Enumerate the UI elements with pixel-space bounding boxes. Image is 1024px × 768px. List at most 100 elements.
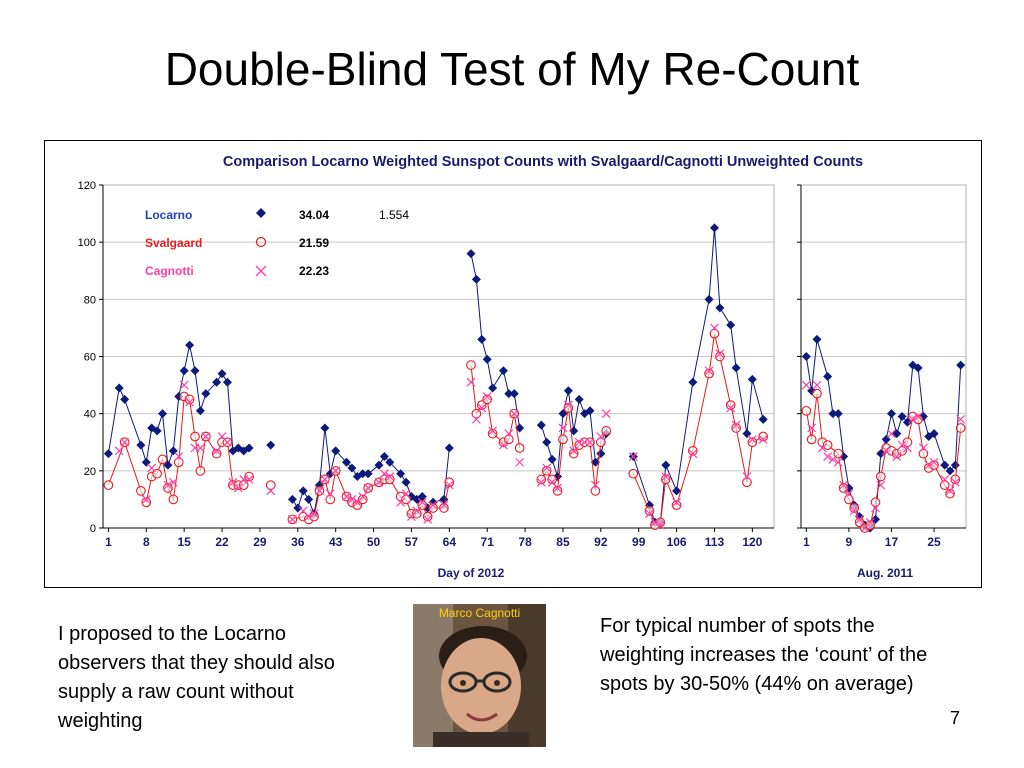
point-svalgaard-2-12 (870, 497, 881, 508)
point-locarno-2-16 (892, 429, 902, 439)
point-cagnotti-1-73 (688, 449, 698, 459)
point-locarno-1-52 (477, 334, 487, 344)
point-cagnotti-2-9 (849, 506, 859, 516)
point-locarno-1-24 (287, 494, 297, 504)
point-svalgaard-1-13 (195, 465, 206, 476)
point-svalgaard-1-59 (547, 474, 557, 485)
point-cagnotti-1-70 (655, 520, 665, 530)
x-tick-label-1-2: 15 (177, 535, 191, 549)
point-locarno-2-27 (956, 360, 966, 370)
x-tick-label-1-7: 50 (367, 535, 381, 549)
x-tick-label-1-8: 57 (405, 535, 419, 549)
point-locarno-1-70 (596, 449, 606, 459)
x-tick-label-1-0: 1 (105, 535, 112, 549)
point-locarno-1-36 (358, 469, 368, 479)
point-locarno-1-32 (331, 446, 341, 456)
point-locarno-1-38 (374, 460, 384, 470)
point-svalgaard-1-67 (590, 485, 601, 496)
point-cagnotti-2-25 (940, 474, 950, 484)
point-cagnotti-1-78 (731, 420, 741, 430)
point-cagnotti-2-16 (887, 429, 896, 439)
point-cagnotti-1-59 (563, 400, 573, 410)
point-locarno-1-6 (152, 426, 162, 436)
point-locarno-1-22 (244, 443, 254, 453)
legend-label-locarno: Locarno (145, 208, 192, 222)
point-locarno-1-60 (542, 437, 552, 447)
point-locarno-1-85 (747, 374, 757, 384)
portrait-photo: Marco Cagnotti (413, 604, 546, 747)
point-cagnotti-1-63 (585, 437, 595, 447)
point-cagnotti-1-75 (710, 323, 719, 333)
point-cagnotti-1-27 (331, 466, 341, 476)
point-cagnotti-1-8 (185, 397, 195, 407)
point-svalgaard-1-61 (558, 434, 568, 445)
point-cagnotti-1-24 (315, 486, 324, 496)
point-cagnotti-2-8 (844, 489, 854, 499)
legend: Locarno 34.04 1.554 Svalgaard 21.59 Cagn… (145, 208, 409, 278)
point-svalgaard-1-45 (428, 503, 438, 513)
point-locarno-1-16 (212, 377, 222, 387)
point-locarno-1-23 (266, 440, 276, 450)
slide-title: Double-Blind Test of My Re-Count (164, 43, 860, 95)
x-tick-label-1-14: 99 (632, 535, 646, 549)
point-cagnotti-1-29 (347, 494, 357, 504)
point-cagnotti-1-64 (591, 480, 600, 490)
point-svalgaard-1-15 (211, 448, 222, 459)
point-svalgaard-1-79 (715, 351, 725, 362)
right-caption-text: For typical number of spots the weightin… (600, 615, 928, 695)
point-svalgaard-1-83 (747, 437, 758, 448)
point-locarno-1-50 (466, 249, 476, 259)
point-svalgaard-1-47 (444, 477, 455, 488)
point-locarno-1-81 (715, 303, 725, 313)
point-cagnotti-1-10 (195, 443, 205, 453)
point-cagnotti-1-50 (499, 440, 508, 450)
point-cagnotti-2-19 (903, 443, 912, 453)
point-cagnotti-1-68 (645, 509, 654, 519)
point-locarno-1-25 (293, 503, 303, 513)
point-svalgaard-1-12 (190, 431, 200, 442)
point-cagnotti-2-4 (823, 452, 833, 461)
point-svalgaard-2-18 (902, 437, 913, 448)
point-locarno-1-40 (385, 457, 395, 467)
point-cagnotti-1-55 (542, 463, 552, 473)
point-cagnotti-1-28 (342, 492, 351, 501)
point-cagnotti-1-77 (726, 403, 736, 413)
point-locarno-1-79 (704, 294, 714, 304)
point-cagnotti-1-65 (596, 432, 606, 441)
chart-frame: Comparison Locarno Weighted Sunspot Coun… (44, 140, 982, 588)
point-cagnotti-1-11 (201, 432, 211, 441)
point-cagnotti-1-42 (428, 500, 438, 510)
x-axis-label-main: Day of 2012 (438, 566, 505, 580)
point-cagnotti-1-79 (742, 472, 752, 481)
point-cagnotti-2-0 (801, 380, 811, 390)
point-locarno-1-34 (347, 463, 357, 473)
point-locarno-2-25 (945, 466, 955, 476)
point-cagnotti-1-36 (396, 497, 406, 507)
series-line-svalgaard-1 (107, 333, 764, 526)
point-cagnotti-2-20 (908, 414, 918, 424)
sunspot-comparison-chart: Comparison Locarno Weighted Sunspot Coun… (78, 154, 967, 580)
main-plot: 0 20 40 60 80 100 120 1 8 15 22 29 36 43 50 57 64 71 78 85 9… (78, 180, 775, 549)
point-cagnotti-2-12 (865, 517, 875, 527)
x-tick-label-1-12: 85 (556, 535, 570, 549)
point-cagnotti-1-39 (412, 506, 422, 516)
point-locarno-1-27 (304, 494, 314, 504)
point-cagnotti-1-43 (439, 500, 449, 510)
point-svalgaard-1-9 (173, 457, 184, 468)
point-svalgaard-1-46 (439, 503, 449, 513)
point-svalgaard-1-76 (687, 445, 698, 456)
point-cagnotti-2-26 (945, 486, 955, 496)
point-cagnotti-1-37 (401, 489, 411, 499)
legend-ratio-locarno: 1.554 (379, 208, 409, 222)
point-locarno-1-64 (563, 386, 573, 396)
point-cagnotti-1-58 (558, 423, 568, 433)
point-cagnotti-1-31 (358, 492, 368, 501)
photo-caption: Marco Cagnotti (438, 606, 521, 620)
point-locarno-1-49 (444, 443, 454, 453)
point-svalgaard-2-21 (918, 448, 929, 459)
point-locarno-2-17 (897, 412, 907, 422)
point-svalgaard-1-80 (725, 400, 736, 410)
point-locarno-1-18 (222, 377, 232, 387)
point-svalgaard-2-1 (806, 434, 817, 445)
point-svalgaard-1-74 (660, 474, 671, 485)
